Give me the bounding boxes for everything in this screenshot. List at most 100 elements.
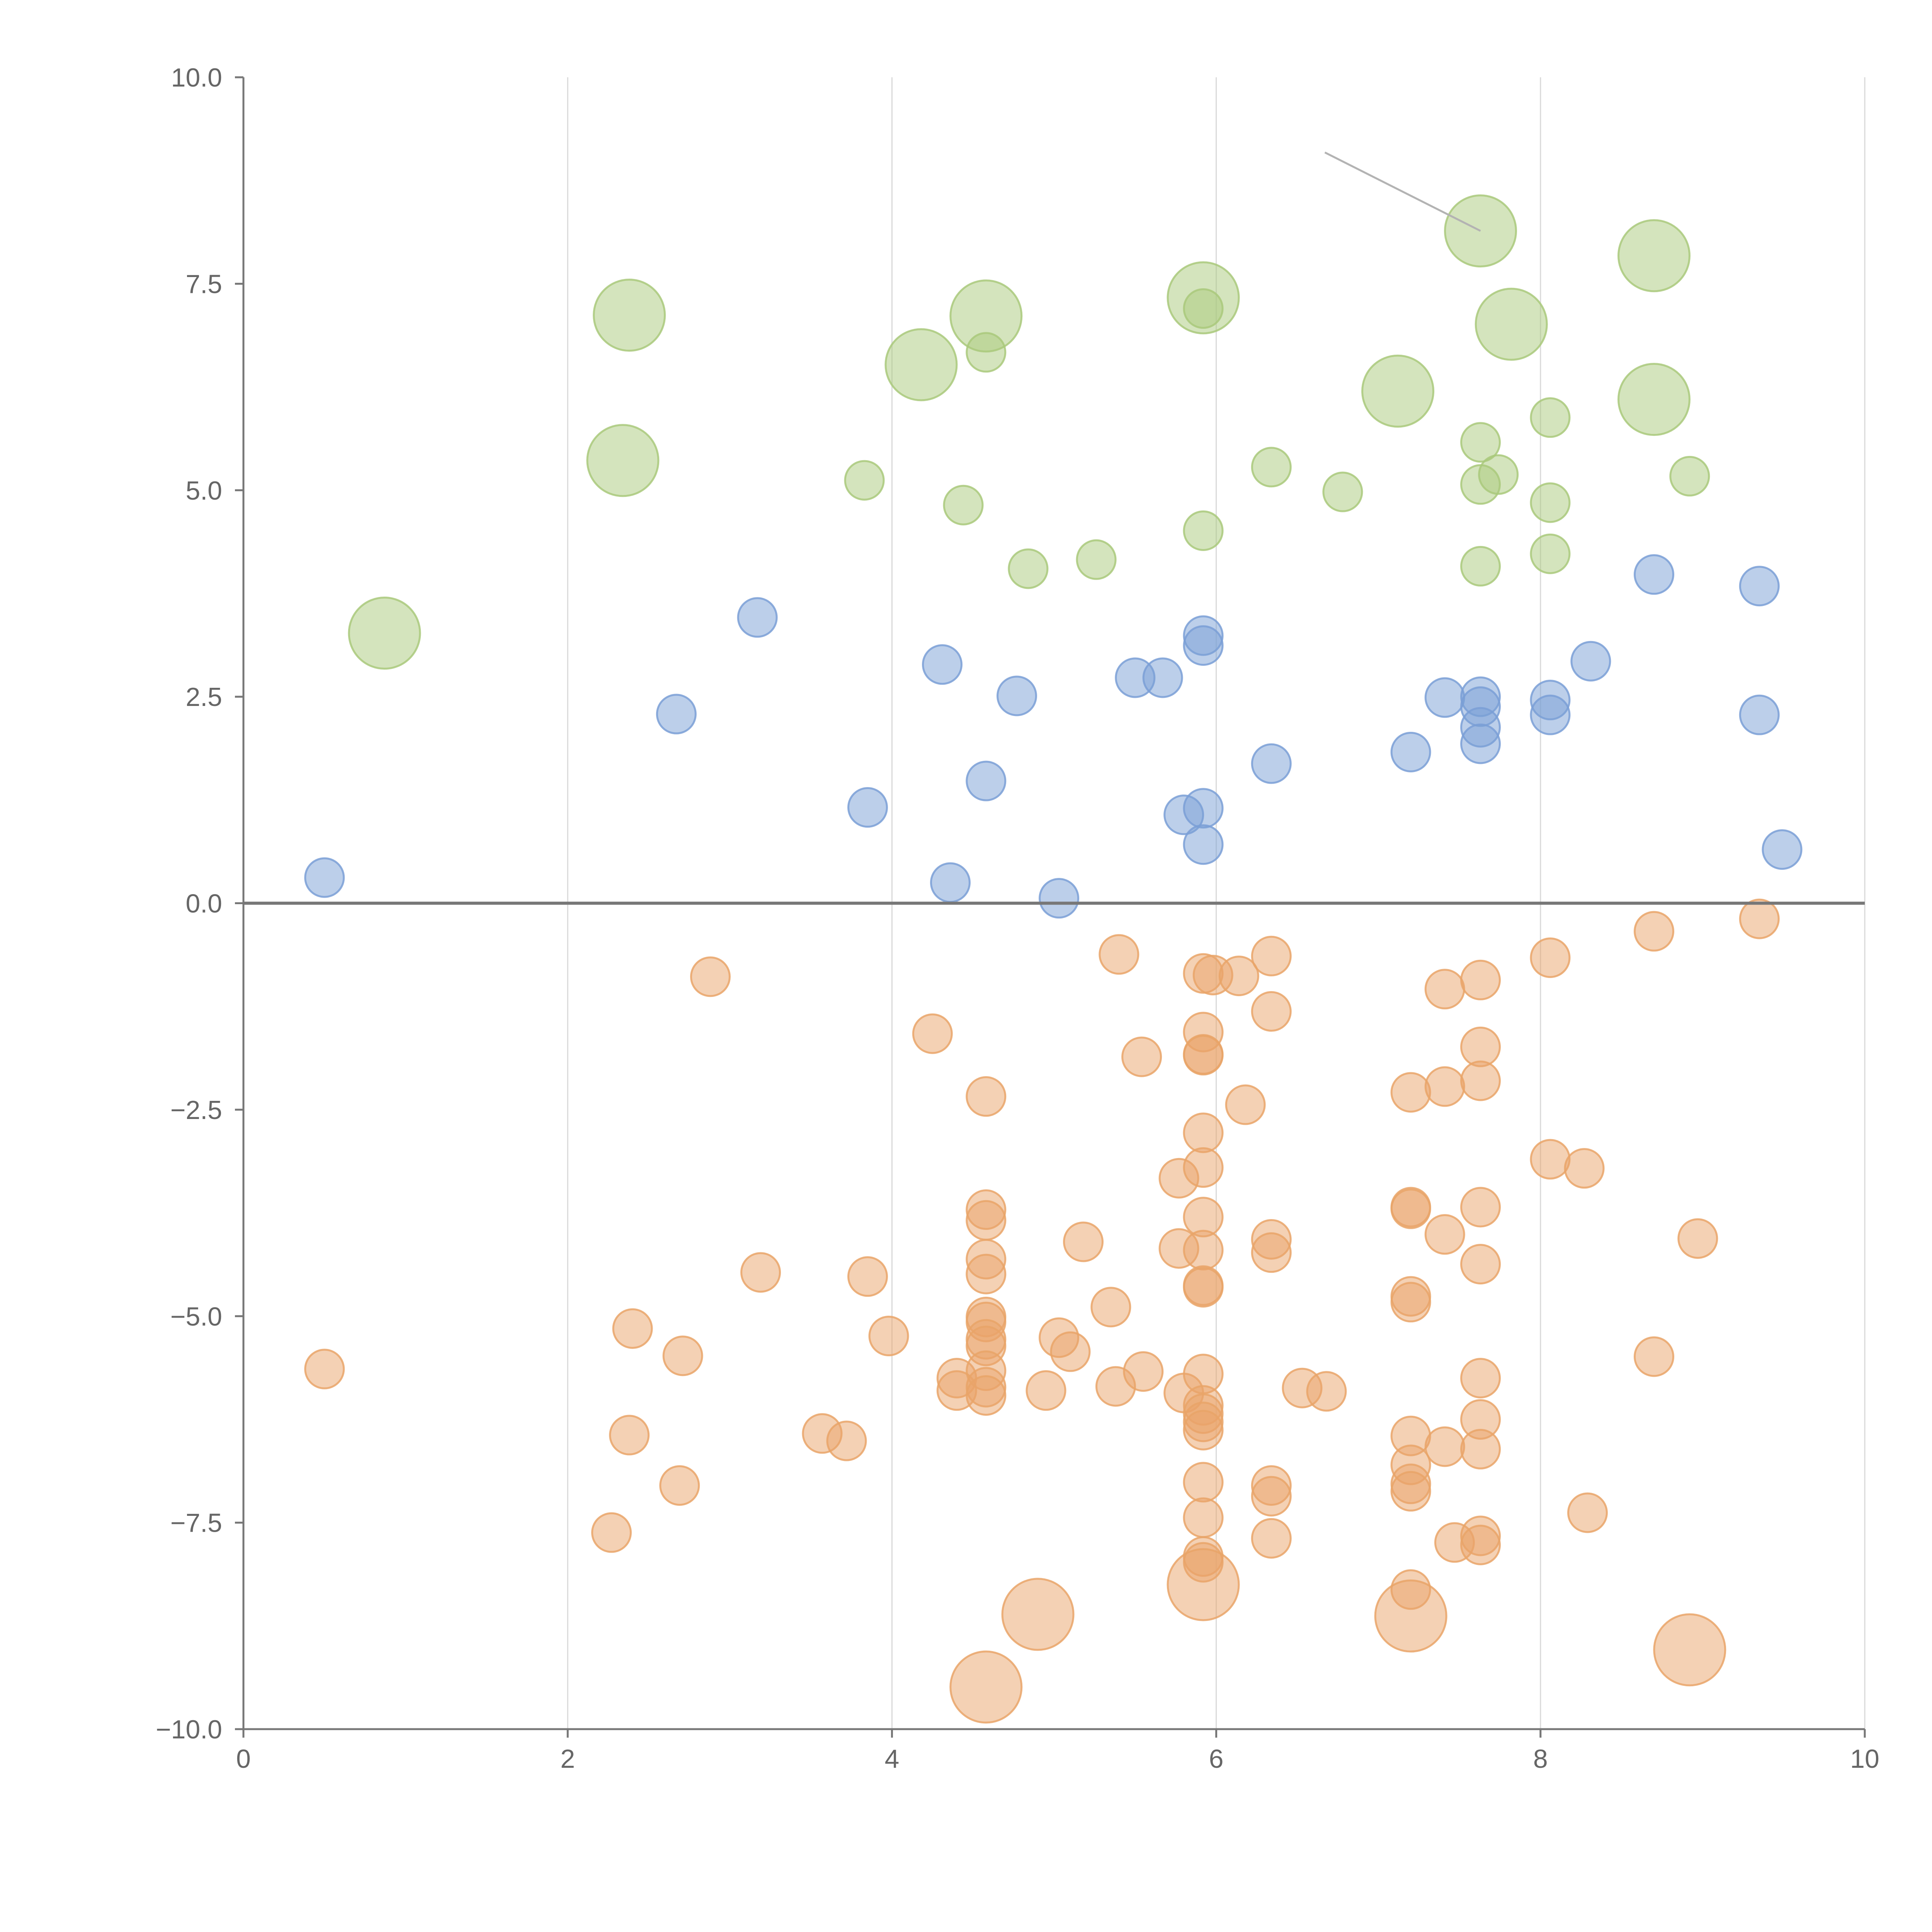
orange-point <box>1251 991 1292 1032</box>
orange-point <box>1460 1358 1501 1399</box>
blue-point <box>656 694 697 735</box>
orange-point <box>966 1253 1007 1294</box>
orange-point <box>1390 1282 1431 1323</box>
orange-point <box>1460 1187 1501 1228</box>
orange-point <box>1390 1471 1431 1512</box>
y-tick-label: 7.5 <box>185 269 222 299</box>
green-point <box>1530 482 1571 523</box>
blue-point <box>1739 694 1780 735</box>
annotations <box>1324 151 1481 232</box>
orange-point <box>1564 1148 1605 1189</box>
green-point <box>1008 548 1049 589</box>
orange-point <box>1460 1060 1501 1101</box>
orange-point <box>1225 1084 1266 1125</box>
x-tick-label: 10 <box>1850 1744 1879 1774</box>
blue-point <box>1251 743 1292 784</box>
green-point <box>1530 533 1571 574</box>
green-point <box>966 332 1007 373</box>
orange-point <box>1050 1331 1091 1372</box>
orange-point <box>949 1650 1023 1724</box>
orange-point <box>1460 959 1501 1000</box>
orange-point <box>1739 898 1780 939</box>
orange-point <box>612 1308 653 1349</box>
orange-point <box>1460 1244 1501 1285</box>
green-point <box>1617 219 1691 293</box>
orange-point <box>1183 1410 1224 1451</box>
blue-point <box>1570 641 1611 682</box>
blue-point <box>1183 824 1224 865</box>
green-point <box>1617 363 1691 436</box>
orange-point <box>1251 935 1292 976</box>
x-tick-label: 6 <box>1209 1744 1224 1774</box>
orange-point <box>1121 1036 1162 1077</box>
green-point <box>943 485 984 526</box>
blue-point <box>1530 694 1571 735</box>
orange-point <box>1001 1578 1075 1651</box>
green-point <box>1460 422 1501 463</box>
y-tick-label: 2.5 <box>185 682 222 712</box>
orange-point <box>1424 1426 1465 1467</box>
green-point <box>1183 510 1224 551</box>
green-point <box>1460 546 1501 587</box>
blue-point <box>1460 723 1501 764</box>
y-tick-label: −7.5 <box>170 1509 222 1538</box>
orange-point <box>609 1415 650 1456</box>
blue-point <box>930 862 971 903</box>
orange-point <box>1634 1336 1675 1377</box>
orange-point <box>1099 934 1139 975</box>
orange-point <box>1424 969 1465 1010</box>
orange-point <box>1090 1287 1131 1328</box>
orange-point <box>966 1375 1007 1416</box>
blue-point <box>1142 657 1183 698</box>
axes: 0 2 4 6 8 10 10.0 7.5 5.0 2.5 0.0 −2.5 −5.0 −7.5 −10.0 <box>156 63 1879 1774</box>
blue-point <box>847 787 888 828</box>
blue-point <box>1183 788 1224 829</box>
green-point <box>1322 471 1363 512</box>
orange-point <box>966 1076 1007 1117</box>
y-tick-label: −10.0 <box>156 1715 222 1744</box>
orange-point <box>1183 1230 1224 1270</box>
green-point <box>1076 539 1117 580</box>
orange-point <box>1251 1476 1292 1517</box>
orange-point <box>1567 1492 1608 1533</box>
orange-point <box>1653 1613 1726 1687</box>
orange-point <box>1218 956 1259 997</box>
orange-point <box>1390 1072 1431 1113</box>
orange-point <box>1251 1232 1292 1273</box>
orange-point <box>826 1420 867 1461</box>
data-points <box>304 194 1803 1724</box>
orange-point <box>1460 1429 1501 1469</box>
orange-point <box>304 1349 345 1389</box>
blue-point <box>1739 566 1780 607</box>
orange-point <box>966 1200 1007 1241</box>
orange-point <box>1374 1579 1447 1653</box>
orange-point <box>868 1316 909 1357</box>
orange-point <box>591 1512 632 1553</box>
x-tick-label: 4 <box>884 1744 899 1774</box>
orange-point <box>659 1465 700 1506</box>
blue-point <box>737 597 778 638</box>
green-point <box>348 597 421 670</box>
orange-point <box>912 1013 953 1054</box>
orange-point <box>1306 1371 1347 1412</box>
blue-point <box>1183 625 1224 666</box>
blue-point <box>1424 677 1465 718</box>
blue-point <box>922 644 963 685</box>
y-tick-label: 10.0 <box>171 63 222 92</box>
y-tick-label: 5.0 <box>185 476 222 505</box>
orange-point <box>1530 937 1571 978</box>
green-point <box>1251 447 1292 488</box>
blue-point <box>996 675 1037 716</box>
orange-point <box>1183 1112 1224 1153</box>
blue-point <box>1390 731 1431 772</box>
orange-point <box>1183 1035 1224 1076</box>
orange-point <box>1460 1026 1501 1067</box>
blue-point <box>1039 878 1080 919</box>
orange-point <box>1460 1524 1501 1565</box>
green-point <box>844 460 885 501</box>
x-tick-label: 8 <box>1533 1744 1548 1774</box>
green-point <box>593 279 666 352</box>
orange-point <box>1063 1221 1104 1262</box>
orange-point <box>1167 1548 1240 1621</box>
